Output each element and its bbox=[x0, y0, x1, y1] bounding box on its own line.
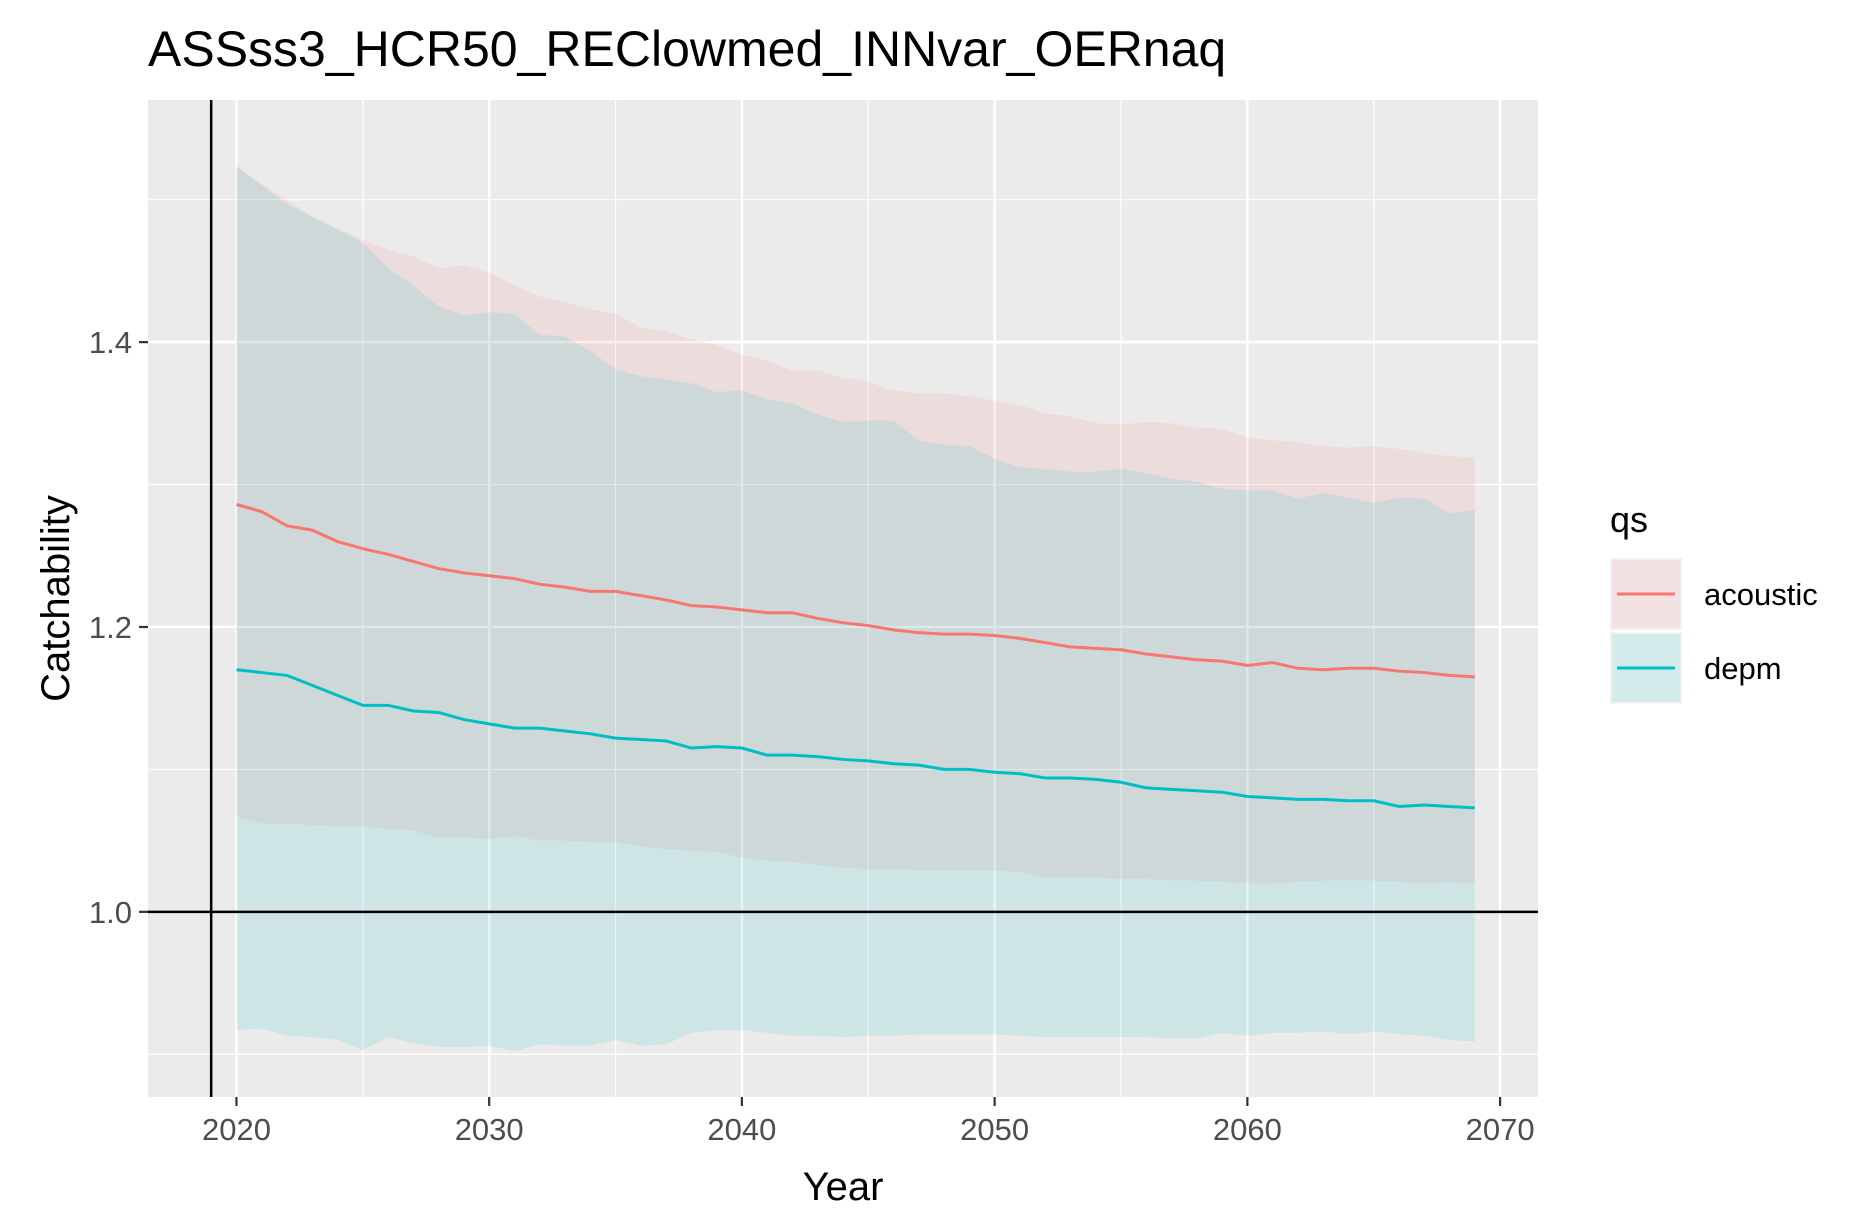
legend-title: qs bbox=[1610, 499, 1648, 540]
x-tick-label: 2030 bbox=[455, 1112, 524, 1147]
x-tick-label: 2070 bbox=[1466, 1112, 1535, 1147]
y-axis-title: Catchability bbox=[34, 495, 78, 702]
x-tick-label: 2040 bbox=[707, 1112, 776, 1147]
y-tick-label: 1.4 bbox=[89, 325, 132, 360]
series-line-acoustic bbox=[236, 503, 1475, 679]
y-tick-label: 1.0 bbox=[89, 895, 132, 930]
legend: qs acoustic depm bbox=[1610, 499, 1818, 704]
x-tick-label: 2020 bbox=[202, 1112, 271, 1147]
series-lines bbox=[236, 503, 1475, 810]
confidence-ribbons bbox=[236, 165, 1475, 1052]
x-tick-label: 2050 bbox=[960, 1112, 1029, 1147]
x-axis-title: Year bbox=[803, 1165, 884, 1209]
ribbon-acoustic bbox=[236, 166, 1475, 884]
y-tick-label: 1.2 bbox=[89, 610, 132, 645]
legend-label-acoustic: acoustic bbox=[1704, 577, 1818, 612]
minor-gridlines bbox=[148, 100, 1538, 1097]
chart-title: ASSss3_HCR50_REClowmed_INNvar_OERnaq bbox=[148, 21, 1226, 77]
legend-label-depm: depm bbox=[1704, 651, 1782, 686]
reference-lines bbox=[148, 100, 1538, 1097]
series-line-depm bbox=[236, 668, 1475, 810]
x-tick-label: 2060 bbox=[1213, 1112, 1282, 1147]
y-axis: 1.0 1.2 1.4 bbox=[89, 325, 148, 930]
ribbon-depm bbox=[236, 165, 1475, 1052]
plot-panel bbox=[148, 100, 1538, 1097]
x-axis: 2020 2030 2040 2050 2060 2070 bbox=[202, 1097, 1535, 1147]
